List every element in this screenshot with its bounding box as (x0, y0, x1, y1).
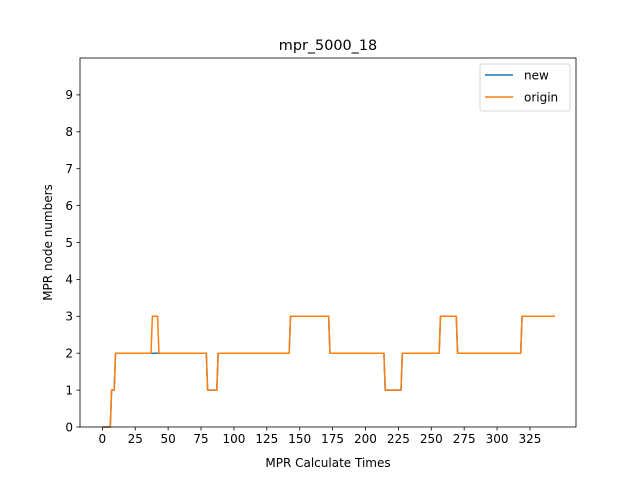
y-tick-label: 7 (65, 162, 73, 176)
x-tick-label: 125 (255, 432, 278, 446)
x-tick-label: 200 (354, 432, 377, 446)
y-tick-label: 0 (65, 420, 73, 434)
legend-label-origin: origin (524, 90, 558, 104)
y-tick-label: 8 (65, 125, 73, 139)
y-tick-label: 6 (65, 199, 73, 213)
y-tick-label: 2 (65, 347, 73, 361)
x-axis-label: MPR Calculate Times (265, 456, 390, 470)
x-tick-label: 150 (288, 432, 311, 446)
x-tick-label: 100 (222, 432, 245, 446)
x-tick-label: 0 (99, 432, 107, 446)
x-axis-ticks: 0 25 50 75 100 125 150 175 200 225 250 275 300 325 (99, 427, 541, 446)
y-tick-label: 5 (65, 236, 73, 250)
legend: new origin (479, 63, 571, 112)
x-tick-label: 300 (486, 432, 509, 446)
x-tick-label: 225 (387, 432, 410, 446)
y-axis-label: MPR node numbers (41, 184, 55, 301)
x-tick-label: 250 (420, 432, 443, 446)
y-tick-label: 4 (65, 273, 73, 287)
y-tick-label: 1 (65, 383, 73, 397)
series-line-origin (102, 315, 555, 428)
x-tick-label: 25 (128, 432, 143, 446)
x-tick-label: 75 (193, 432, 208, 446)
legend-label-new: new (524, 68, 549, 82)
x-tick-label: 275 (453, 432, 476, 446)
x-tick-label: 175 (321, 432, 344, 446)
series-lines (102, 315, 555, 428)
x-tick-label: 325 (518, 432, 541, 446)
x-tick-label: 50 (161, 432, 176, 446)
y-tick-label: 9 (65, 88, 73, 102)
y-tick-label: 3 (65, 310, 73, 324)
chart-title: mpr_5000_18 (279, 38, 377, 54)
y-axis-ticks: 0 1 2 3 4 5 6 7 8 9 (65, 88, 80, 434)
plot-frame (79, 57, 577, 428)
